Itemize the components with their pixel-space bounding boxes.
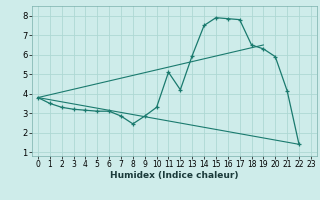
X-axis label: Humidex (Indice chaleur): Humidex (Indice chaleur): [110, 171, 239, 180]
